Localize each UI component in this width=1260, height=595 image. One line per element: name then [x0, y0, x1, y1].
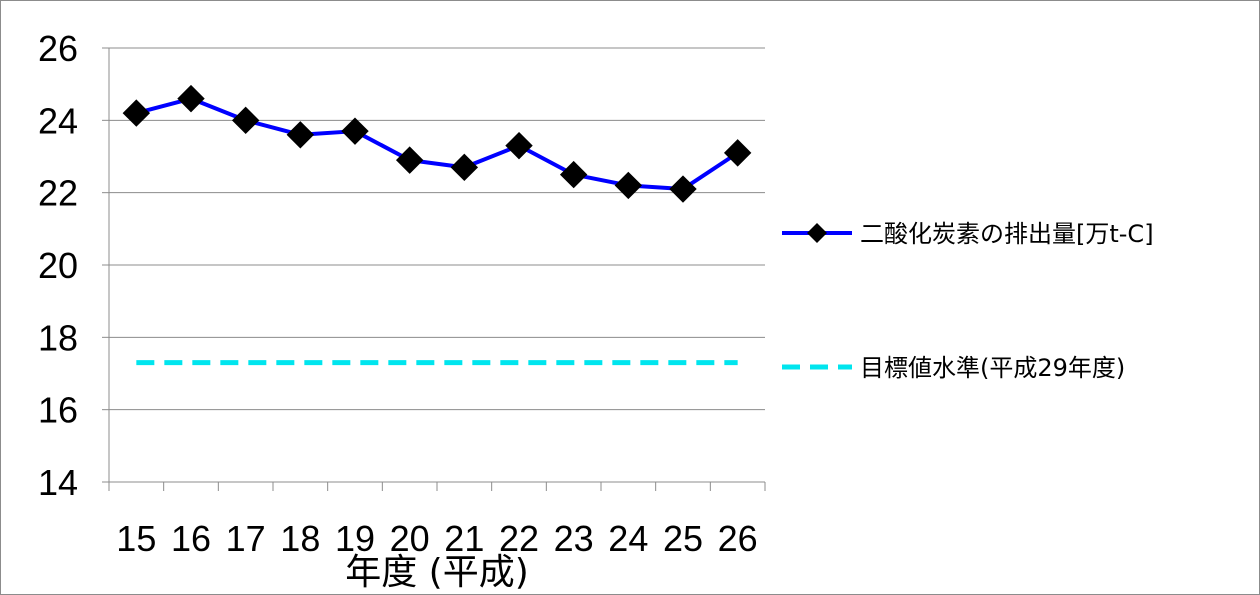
y-tick-label: 24 [38, 100, 78, 141]
data-point-marker [395, 146, 424, 174]
x-tick-label: 21 [444, 518, 484, 559]
legend-label-1: 二酸化炭素の排出量[万t-C] [860, 220, 1154, 248]
data-point-marker [177, 84, 205, 113]
data-point-marker [231, 106, 260, 135]
x-tick-label: 17 [226, 518, 266, 559]
x-tick-label: 26 [718, 518, 758, 559]
data-point-marker [450, 153, 479, 182]
data-point-marker [559, 160, 588, 189]
y-tick-label: 16 [38, 390, 78, 431]
y-tick-label: 14 [38, 462, 78, 503]
x-tick-label: 19 [335, 518, 375, 559]
y-tick-label: 22 [38, 173, 78, 214]
axes [102, 47, 766, 491]
x-tick-label: 16 [171, 518, 211, 559]
data-point-marker [614, 171, 643, 200]
x-tick-label: 24 [608, 518, 648, 559]
x-tick-label: 22 [499, 518, 539, 559]
x-tick-label: 18 [280, 518, 320, 559]
data-point-marker [122, 99, 151, 127]
legend: 二酸化炭素の排出量[万t-C] 目標値水準(平成29年度) [782, 220, 1154, 382]
x-axis-title: 年度 (平成) [345, 552, 529, 593]
data-point-marker [505, 131, 533, 160]
legend-label-2: 目標値水準(平成29年度) [860, 354, 1125, 382]
data-point-marker [286, 121, 315, 149]
legend-marker [807, 223, 827, 243]
x-tick-label: 25 [663, 518, 703, 559]
y-tick-label: 18 [38, 317, 78, 358]
data-point-marker [669, 175, 697, 203]
gridlines [109, 47, 765, 483]
y-tick-label: 26 [38, 28, 78, 69]
data-point-marker [723, 139, 752, 167]
x-tick-label: 15 [116, 518, 156, 559]
series [122, 84, 752, 366]
tick-labels: 14 16 18 20 22 24 26 15 16 17 18 19 20 21 22 23 24 25 26 [38, 28, 758, 559]
y-tick-label: 20 [38, 245, 78, 286]
series-line-1 [135, 96, 739, 192]
x-tick-label: 20 [390, 518, 430, 559]
data-point-marker [341, 117, 369, 145]
x-tick-label: 23 [554, 518, 594, 559]
